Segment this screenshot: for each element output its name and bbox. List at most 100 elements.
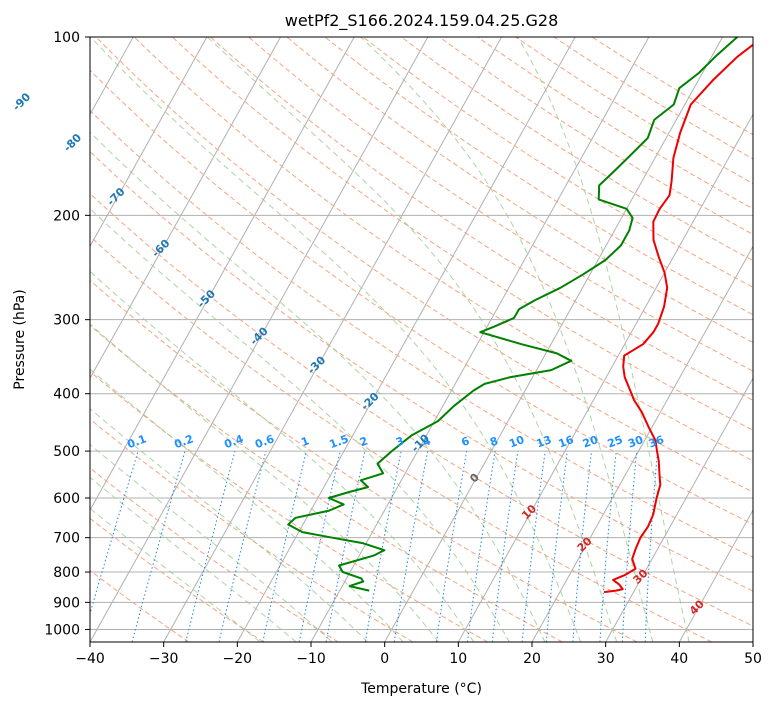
- isotherm-label: -50: [195, 287, 218, 310]
- dry-adiabat: [477, 37, 753, 210]
- chart-title: wetPf2_S166.2024.159.04.25.G28: [285, 11, 559, 31]
- x-tick-label: 0: [380, 651, 389, 667]
- isotherm-gridline: [90, 37, 208, 248]
- mixing-ratio-label: 16: [557, 433, 576, 451]
- y-tick-label: 100: [53, 30, 80, 46]
- isotherm-gridline: [457, 113, 753, 642]
- dry-adiabat: [286, 37, 753, 344]
- isotherm-label: -40: [248, 324, 271, 347]
- y-tick-label: 700: [53, 531, 80, 547]
- isotherm-gridline: [310, 37, 650, 642]
- y-tick-label: 400: [53, 387, 80, 403]
- isotherm-gridline: [90, 37, 281, 380]
- mixing-ratio-label: 1.5: [328, 432, 351, 451]
- background-lines: [90, 37, 753, 642]
- moist-adiabat: [90, 368, 404, 642]
- isotherm-gridline: [605, 377, 753, 642]
- mixing-ratio-line: [393, 451, 429, 642]
- dry-adiabat: [90, 324, 563, 642]
- line-labels: 0.10.20.40.611.52346810131620253036-100-…: [10, 90, 707, 617]
- dry-adiabat: [591, 37, 753, 136]
- x-tick-label: 10: [449, 651, 467, 667]
- mixing-ratio-line: [298, 450, 341, 642]
- plot-frame: [89, 36, 754, 643]
- mixing-ratio-label: 0.6: [253, 432, 276, 451]
- mixing-ratio-label: 6: [460, 434, 472, 449]
- mixing-ratio-line: [521, 451, 546, 642]
- mixing-ratio-label: 36: [647, 433, 666, 451]
- dewpoint-profile-line: [287, 37, 738, 592]
- mixing-ratio-label: 3: [394, 434, 406, 449]
- y-axis-ticks: 100 200 300 400 500 600 700 800 900 1000: [44, 30, 90, 638]
- mixing-ratio-label: 25: [606, 433, 625, 450]
- x-tick-label: 20: [523, 651, 541, 667]
- mixing-ratio-line: [467, 451, 496, 642]
- dry-adiabat: [95, 37, 753, 493]
- dry-adiabat: [171, 37, 753, 431]
- y-tick-label: 500: [53, 444, 80, 460]
- y-tick-label: 600: [53, 491, 80, 507]
- dry-adiabat: [90, 150, 753, 592]
- dry-adiabat: [133, 37, 753, 462]
- y-axis-label: Pressure (hPa): [12, 289, 28, 389]
- x-tick-label: −40: [75, 651, 105, 667]
- isotherm-label: -30: [305, 353, 328, 376]
- isotherm-label: -60: [149, 236, 172, 259]
- x-tick-label: 30: [597, 651, 615, 667]
- dry-adiabat: [90, 69, 753, 525]
- mixing-ratio-label: 8: [488, 434, 500, 449]
- mixing-ratio-line: [90, 450, 139, 616]
- mixing-ratio-label: 1: [299, 434, 311, 449]
- dry-adiabat: [90, 235, 712, 642]
- isotherm-gridline: [90, 37, 355, 512]
- x-axis-ticks: −40 −30 −20 −10 0 10 20 30 40 50: [75, 642, 762, 667]
- dry-adiabat: [248, 37, 753, 372]
- mixing-ratio-line: [621, 451, 638, 642]
- moist-adiabat: [90, 323, 439, 642]
- moist-adiabat: [90, 207, 510, 642]
- isotherm-gridline: [531, 245, 753, 642]
- mixing-ratio-label: 20: [581, 433, 600, 451]
- x-tick-label: 40: [670, 651, 688, 667]
- dry-adiabat: [401, 37, 753, 262]
- y-tick-label: 200: [53, 208, 80, 224]
- isotherm-label: -80: [61, 131, 84, 154]
- data-lines: [287, 37, 753, 594]
- isotherm-label: -70: [104, 185, 127, 208]
- mixing-ratio-line: [218, 450, 267, 642]
- isotherm-gridline: [752, 640, 753, 642]
- mixing-ratio-line: [644, 451, 658, 642]
- mixing-ratio-label: 30: [626, 433, 645, 451]
- mixing-ratio-label: 0.4: [222, 432, 245, 451]
- moist-adiabat: [517, 37, 690, 642]
- dry-adiabat: [90, 370, 488, 642]
- dry-adiabat: [362, 37, 753, 288]
- isotherm-gridline: [678, 509, 753, 642]
- moist-adiabat: [90, 270, 475, 642]
- moist-adiabat: [360, 37, 654, 642]
- isotherm-label: -20: [358, 390, 381, 413]
- isotherm-gridline: [384, 37, 723, 642]
- mixing-ratio-line: [185, 450, 236, 642]
- x-tick-label: −30: [149, 651, 179, 667]
- dry-adiabat: [90, 279, 638, 642]
- isotherm-label: 40: [687, 597, 707, 617]
- isotherm-gridline: [236, 37, 576, 642]
- isotherm-label: -90: [10, 90, 33, 113]
- mixing-ratio-line: [262, 450, 307, 642]
- dry-adiabat: [90, 418, 414, 642]
- temperature-profile-line: [603, 43, 753, 594]
- mixing-ratio-line: [435, 451, 468, 642]
- moist-adiabat: [90, 443, 333, 642]
- isotherm-label: 0: [467, 471, 482, 486]
- dry-adiabat: [90, 109, 753, 558]
- x-tick-label: −20: [223, 651, 253, 667]
- mixing-ratio-label: 10: [507, 433, 526, 451]
- y-tick-label: 800: [53, 565, 80, 581]
- isotherm-gridline: [163, 37, 502, 642]
- mixing-ratio-label: 2: [358, 434, 370, 449]
- y-tick-label: 1000: [44, 622, 80, 638]
- moist-adiabat: [90, 408, 368, 642]
- moist-adiabat: [90, 131, 546, 642]
